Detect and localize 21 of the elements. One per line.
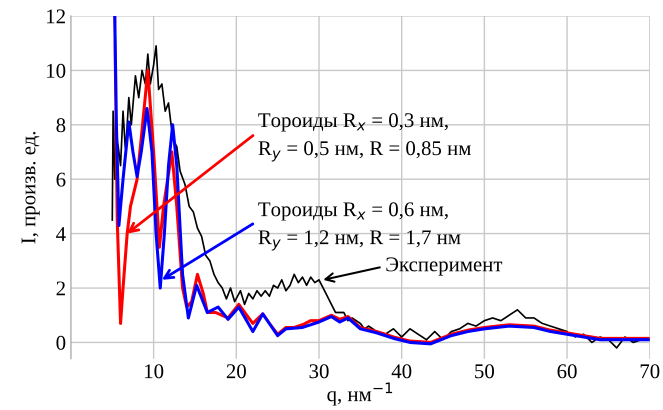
y-tick-label: 6 bbox=[56, 172, 66, 187]
annotation: Эксперимент bbox=[386, 257, 502, 276]
x-axis-title: q, нм$^{−1}$ bbox=[327, 382, 392, 406]
x-tick-label: 60 bbox=[558, 364, 577, 378]
y-axis-title: I, произв. ед. bbox=[22, 132, 40, 244]
annotation: R$_{y}$ = 0,5 нм, R = 0,85 нм bbox=[258, 141, 471, 162]
annotation: Тороиды R$_{x}$ = 0,3 нм, bbox=[258, 113, 448, 132]
annotation: Тороиды R$_{x}$ = 0,6 нм, bbox=[258, 202, 448, 221]
x-tick-label: 40 bbox=[392, 364, 412, 378]
x-tick-label: 10 bbox=[145, 364, 164, 378]
y-tick-label: 2 bbox=[56, 281, 65, 296]
x-tick-label: 50 bbox=[475, 364, 494, 378]
y-tick-label: 10 bbox=[47, 64, 66, 78]
x-tick-label: 30 bbox=[310, 364, 329, 378]
y-tick-label: 8 bbox=[56, 118, 66, 132]
y-tick-label: 4 bbox=[56, 227, 66, 241]
x-tick-label: 20 bbox=[226, 364, 246, 378]
y-tick-label: 12 bbox=[47, 9, 65, 24]
x-tick-label: 70 bbox=[640, 364, 660, 378]
annotation: R$_{y}$ = 1,2 нм, R = 1,7 нм bbox=[258, 230, 461, 251]
y-tick-label: 0 bbox=[56, 336, 66, 350]
